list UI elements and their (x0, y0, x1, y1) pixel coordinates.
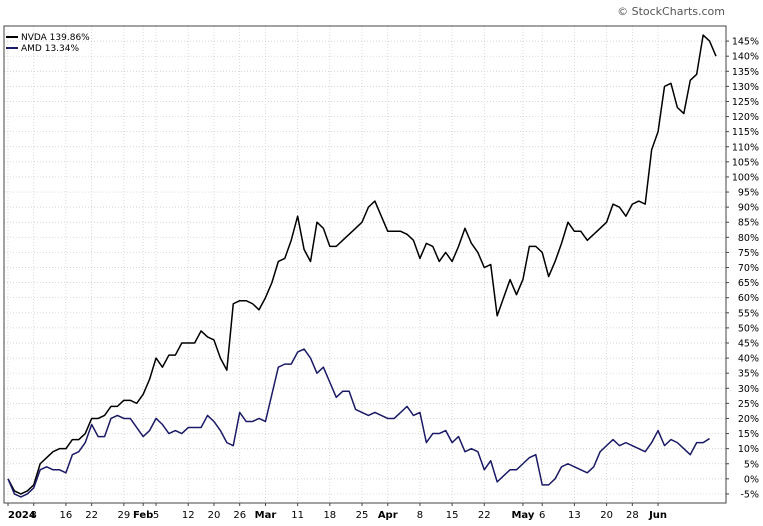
y-tick-label: 70% (738, 263, 759, 274)
y-tick-label: 30% (738, 384, 759, 395)
x-tick-label: 28 (626, 510, 639, 521)
legend: NVDA 139.86%AMD 13.34% (6, 33, 90, 54)
x-tick-label: Apr (378, 510, 398, 521)
legend-label: NVDA 139.86% (21, 33, 90, 43)
y-tick-label: 95% (738, 188, 759, 199)
y-tick-label: 20% (738, 414, 759, 425)
watermark: © StockCharts.com (617, 5, 725, 18)
y-tick-label: 85% (738, 218, 759, 229)
y-tick-label: 25% (738, 399, 759, 410)
y-tick-label: -5% (741, 489, 760, 500)
x-tick-label: 13 (568, 510, 581, 521)
y-tick-label: 5% (744, 459, 759, 470)
y-tick-label: 110% (732, 142, 759, 153)
y-tick-label: 55% (738, 308, 759, 319)
y-tick-label: 145% (732, 37, 759, 48)
y-tick-label: 15% (738, 429, 759, 440)
x-tick-label: Jun (648, 510, 667, 521)
x-tick-label: 18 (323, 510, 336, 521)
x-tick-label: 26 (233, 510, 246, 521)
y-tick-label: 100% (732, 172, 759, 183)
y-tick-label: 105% (732, 157, 759, 168)
x-tick-label: Mar (255, 510, 277, 521)
x-tick-label: May (511, 510, 534, 521)
y-tick-label: 35% (738, 369, 759, 380)
y-tick-label: 90% (738, 203, 759, 214)
y-tick-label: 0% (744, 474, 759, 485)
grid (4, 26, 726, 503)
x-tick-label: 6 (539, 510, 545, 521)
x-tick-label: 2024 (8, 510, 36, 521)
y-tick-label: 65% (738, 278, 759, 289)
x-tick-label: 22 (85, 510, 98, 521)
x-tick-label: 8 (31, 510, 37, 521)
x-tick-label: 22 (478, 510, 491, 521)
series-line-1 (7, 348, 710, 498)
y-tick-label: 140% (732, 52, 759, 63)
x-tick-label: 25 (356, 510, 369, 521)
x-tick-label: 20 (600, 510, 613, 521)
y-tick-label: 10% (738, 444, 759, 455)
x-tick-label: 29 (117, 510, 130, 521)
y-axis: -5% 0% 5% 10% 15% 20% 25% 30% 35% 40% 45% 50% 55% 60%… (726, 37, 760, 500)
x-tick-label: 8 (417, 510, 423, 521)
x-tick-label: 16 (60, 510, 73, 521)
y-tick-label: 135% (732, 67, 759, 78)
y-tick-label: 115% (732, 127, 759, 138)
y-tick-label: 60% (738, 293, 759, 304)
x-tick-label: 15 (446, 510, 459, 521)
y-tick-label: 125% (732, 97, 759, 108)
y-tick-label: 40% (738, 354, 759, 365)
x-tick-label: 11 (291, 510, 304, 521)
y-tick-label: 130% (732, 82, 759, 93)
x-tick-label: 5 (153, 510, 159, 521)
y-tick-label: 75% (738, 248, 759, 259)
y-tick-label: 50% (738, 323, 759, 334)
plot-frame (3, 25, 727, 504)
x-tick-label: 20 (208, 510, 221, 521)
series-line-0 (7, 34, 717, 495)
x-tick-label: 12 (182, 510, 195, 521)
y-tick-label: 120% (732, 112, 759, 123)
x-tick-label: Feb (133, 510, 153, 521)
legend-label: AMD 13.34% (21, 44, 79, 54)
y-tick-label: 45% (738, 338, 759, 349)
y-tick-label: 80% (738, 233, 759, 244)
series-layer (7, 34, 717, 498)
